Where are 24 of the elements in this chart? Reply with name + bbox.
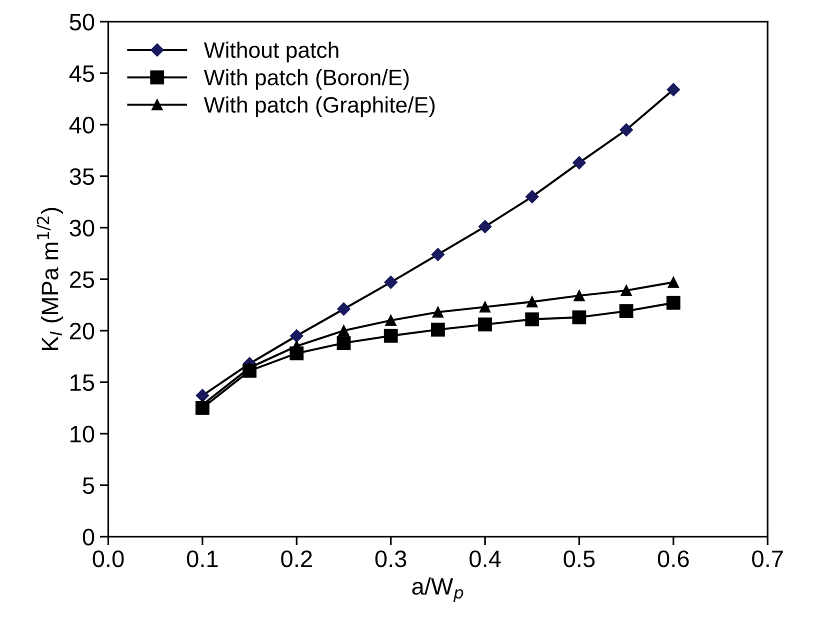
y-tick-label: 0 [82,528,94,546]
x-tick-label: 0.0 [92,550,124,568]
x-tick-label: 0.7 [752,550,783,568]
y-tick-label: 45 [69,65,94,82]
x-tick-label: 0.3 [375,550,406,568]
x-axis-title: a/W$_{p}$ [412,577,464,602]
y-tick-label: 20 [70,322,94,340]
y-tick-label: 5 [82,477,94,494]
x-tick-label: 0.2 [281,550,312,568]
x-tick-label: 0.5 [564,550,595,568]
y-tick-label: 40 [69,116,94,134]
y-tick-label: 10 [70,426,94,442]
y-tick-label: 15 [70,374,94,391]
y-tick-label: 25 [70,271,94,288]
x-tick-label: 0.4 [470,550,501,568]
y-axis-title: K$_{I}$ (MPa m$^{1/2}$) [36,208,63,350]
y-tick-label: 50 [70,14,94,30]
y-tick-label: 30 [70,220,94,236]
y-tick-label: 35 [70,168,94,185]
legend-label: With patch (Boron/E) [204,69,409,90]
x-tick-label: 0.1 [186,550,218,568]
legend-label: With patch (Graphite/E) [204,96,435,118]
legend-label: Without patch [204,42,338,62]
x-tick-label: 0.6 [658,550,689,568]
